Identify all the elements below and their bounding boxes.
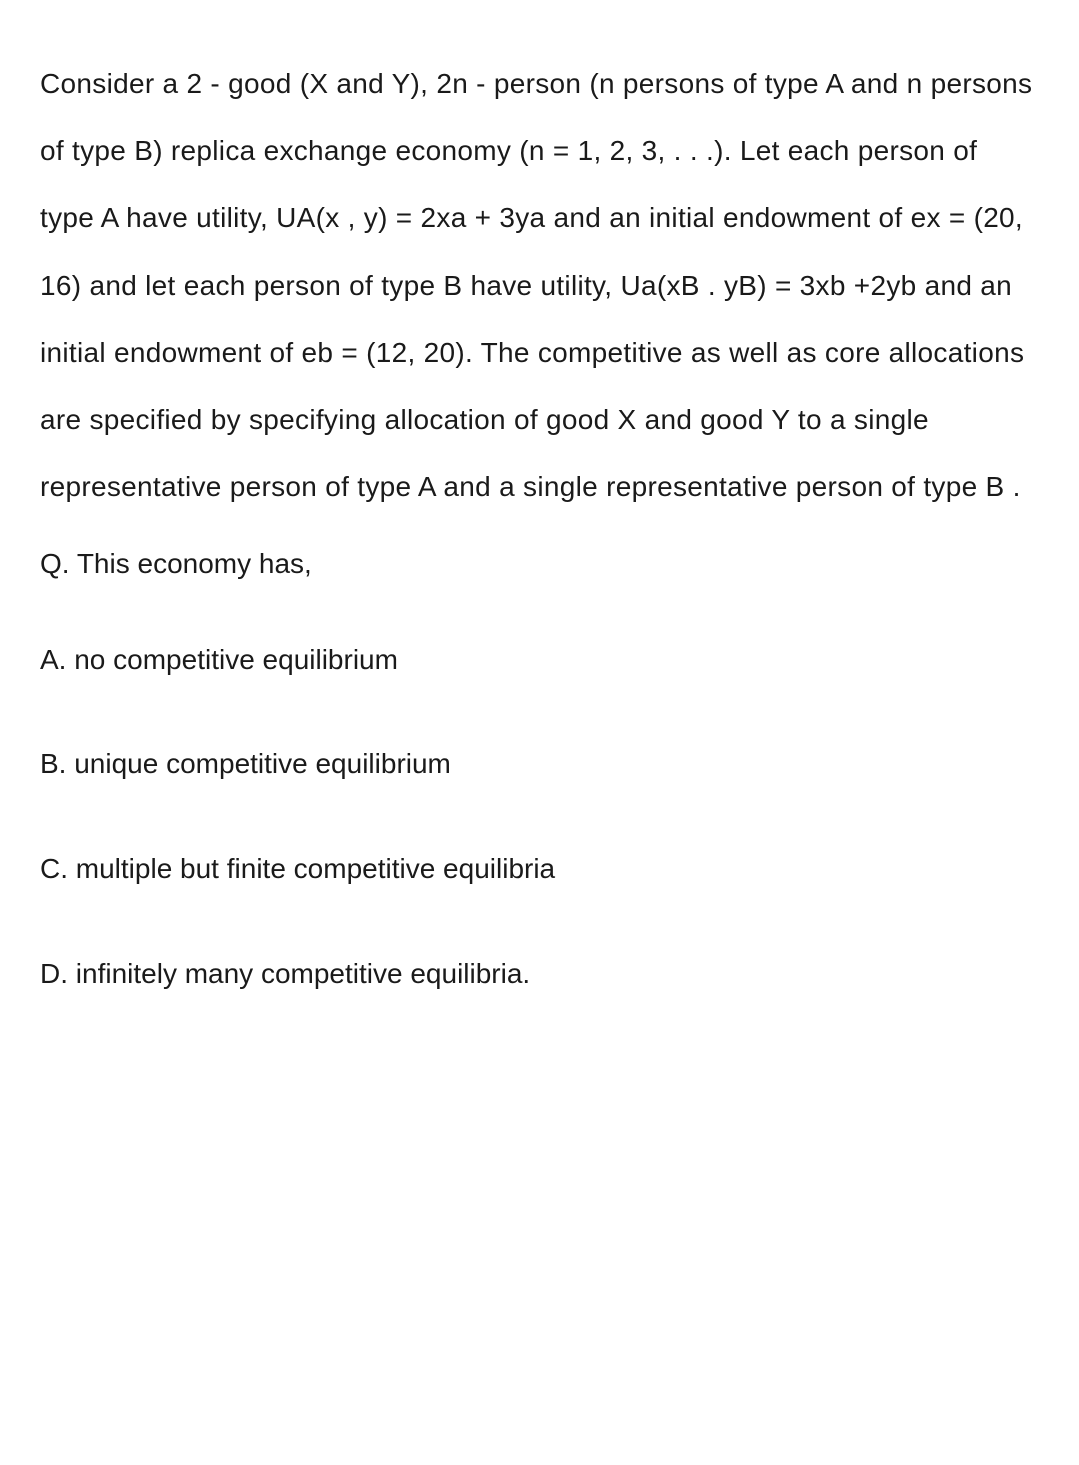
option-d: D. infinitely many competitive equilibri… [40, 952, 1039, 997]
option-b: B. unique competitive equilibrium [40, 742, 1039, 787]
problem-statement: Consider a 2 - good (X and Y), 2n - pers… [40, 50, 1039, 520]
options-container: A. no competitive equilibrium B. unique … [40, 638, 1039, 997]
question-label: Q. This economy has, [40, 530, 1039, 597]
option-a: A. no competitive equilibrium [40, 638, 1039, 683]
option-c: C. multiple but finite competitive equil… [40, 847, 1039, 892]
